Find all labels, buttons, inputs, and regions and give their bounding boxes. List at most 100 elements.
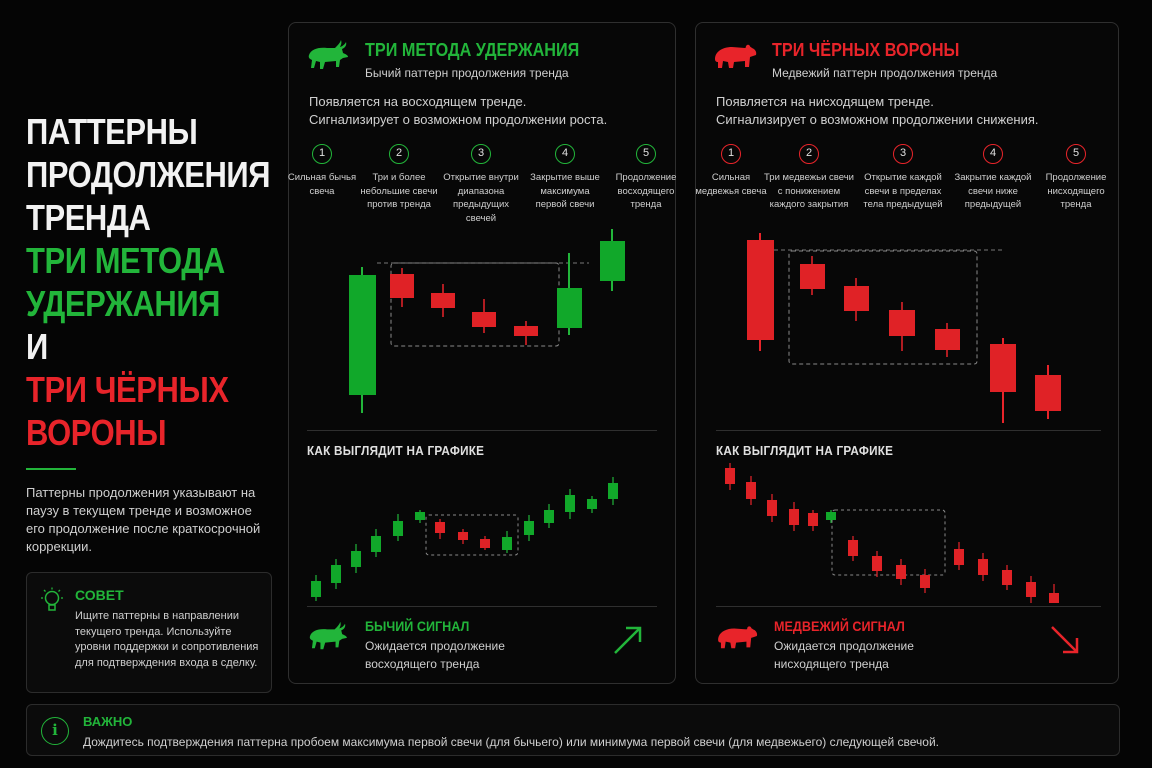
bull-candle [349, 275, 376, 395]
section-divider [307, 430, 657, 431]
signal-line: восходящего тренда [365, 657, 480, 671]
bull-candle [557, 288, 582, 328]
bullish-panel: ТРИ МЕТОДА УДЕРЖАНИЯ Бычий паттерн продо… [288, 22, 676, 684]
bearish-panel: ТРИ ЧЁРНЫХ ВОРОНЫ Медвежий паттерн продо… [695, 22, 1119, 684]
section-divider [307, 606, 657, 607]
bull-description: Появляется на восходящем тренде. Сигнали… [309, 93, 669, 129]
bear-icon [715, 44, 757, 68]
bear-step: 4 Закрытие каждой свечи ниже предыдущей [945, 144, 1041, 212]
important-text: Дождитесь подтверждения паттерна пробоем… [83, 735, 939, 749]
bull-icon [308, 40, 348, 69]
bear-signal-title: МЕДВЕЖИЙ СИГНАЛ [774, 618, 905, 634]
main-title-line: ПРОДОЛЖЕНИЯ [26, 154, 271, 195]
step-label: Продолжение восходящего тренда [615, 172, 677, 210]
step-number: 2 [389, 144, 409, 164]
bear-candle [990, 344, 1016, 392]
bear-title: ТРИ ЧЁРНЫХ ВОРОНЫ [772, 40, 960, 60]
signal-line: нисходящего тренда [774, 657, 889, 671]
bull-mini-chart [311, 477, 618, 601]
step-label: Три медвежьи свечи с понижением каждого … [764, 172, 854, 210]
title-divider [26, 468, 76, 470]
bear-description: Появляется на нисходящем тренде. Сигнали… [716, 93, 1076, 129]
mini-candle [565, 495, 575, 512]
bull-section-title: КАК ВЫГЛЯДИТ НА ГРАФИКЕ [307, 443, 485, 458]
mini-candle [848, 540, 858, 556]
step-number: 3 [893, 144, 913, 164]
step-number: 5 [1066, 144, 1086, 164]
bear-candle [889, 310, 915, 336]
bull-step: 2 Три и более небольшие свечи против тре… [359, 144, 439, 212]
red-title-line: ВОРОНЫ [26, 412, 167, 453]
bull-signal-title: БЫЧИЙ СИГНАЛ [365, 618, 470, 634]
main-title-line: ПАТТЕРНЫ [26, 111, 198, 152]
mini-candle [435, 522, 445, 533]
step-label: Сильная медвежья свеча [695, 172, 767, 197]
lightbulb-icon [41, 587, 63, 611]
mini-candle [371, 536, 381, 552]
bear-subtitle: Медвежий паттерн продолжения тренда [772, 66, 998, 80]
bull-desc-line: Сигнализирует о возможном продолжении ро… [309, 112, 608, 127]
signal-line: Ожидается продолжение [774, 639, 914, 653]
step-label: Продолжение нисходящего тренда [1045, 172, 1107, 210]
bull-step: 1 Сильная бычья свеча [282, 144, 362, 198]
mini-candle [1049, 593, 1059, 603]
step-number: 4 [983, 144, 1003, 164]
bear-section-title: КАК ВЫГЛЯДИТ НА ГРАФИКЕ [716, 443, 894, 458]
bear-candle [747, 240, 774, 340]
step-label: Закрытие выше максимума первой свечи [530, 172, 600, 210]
mini-candle [458, 532, 468, 540]
step-number: 4 [555, 144, 575, 164]
step-label: Открытие внутри диапазона предыдущих све… [443, 172, 519, 224]
mini-candle [725, 468, 735, 484]
left-column: ПАТТЕРНЫ ПРОДОЛЖЕНИЯ ТРЕНДА ТРИ МЕТОДА У… [26, 110, 276, 556]
signal-line: Ожидается продолжение [365, 639, 505, 653]
mini-candle [872, 556, 882, 571]
arrow-up-right-icon [614, 626, 642, 654]
pattern-box [788, 250, 978, 365]
mini-candle [393, 521, 403, 536]
and-word: И [26, 326, 48, 367]
bear-candle [935, 329, 960, 350]
mini-candle [808, 513, 818, 526]
mini-candle [789, 509, 799, 525]
step-number: 1 [721, 144, 741, 164]
bull-candle [600, 241, 625, 281]
mini-candle [544, 510, 554, 523]
step-label: Закрытие каждой свечи ниже предыдущей [954, 172, 1032, 210]
mini-candle [524, 521, 534, 535]
bear-icon [718, 626, 758, 649]
mini-candle [480, 539, 490, 548]
mini-candle [896, 565, 906, 579]
bull-candle [390, 274, 414, 298]
green-title-line: УДЕРЖАНИЯ [26, 283, 220, 324]
step-label: Три и более небольшие свечи против тренд… [360, 172, 438, 210]
section-divider [716, 430, 1101, 431]
green-title-line: ТРИ МЕТОДА [26, 240, 225, 281]
bear-signal-text: Ожидается продолжение нисходящего тренда [774, 637, 974, 673]
bear-candle [844, 286, 869, 311]
mini-candle [954, 549, 964, 565]
bull-candle [431, 293, 455, 308]
mini-candle [331, 565, 341, 583]
step-number: 5 [636, 144, 656, 164]
bull-title: ТРИ МЕТОДА УДЕРЖАНИЯ [365, 40, 580, 60]
bull-subtitle: Бычий паттерн продолжения тренда [365, 66, 569, 80]
mini-candle [1002, 570, 1012, 585]
bull-desc-line: Появляется на восходящем тренде. [309, 94, 527, 109]
mini-candle [415, 512, 425, 520]
bear-step: 3 Открытие каждой свечи в пределах тела … [855, 144, 951, 212]
mini-pattern-box [831, 509, 946, 576]
tip-text: Ищите паттерны в направлении текущего тр… [75, 610, 259, 669]
step-number: 1 [312, 144, 332, 164]
bull-icon [309, 621, 347, 650]
mini-candle [920, 575, 930, 588]
important-box: i ВАЖНО Дождитесь подтверждения паттерна… [26, 704, 1120, 756]
bull-signal-text: Ожидается продолжение восходящего тренда [365, 637, 565, 673]
mini-pattern-box [425, 514, 519, 556]
main-title-line: ТРЕНДА [26, 197, 151, 238]
step-label: Сильная бычья свеча [287, 172, 357, 197]
bear-desc-line: Появляется на нисходящем тренде. [716, 94, 934, 109]
bear-candle [1035, 375, 1061, 411]
mini-candle [978, 559, 988, 575]
bear-step: 5 Продолжение нисходящего тренда [1036, 144, 1116, 212]
